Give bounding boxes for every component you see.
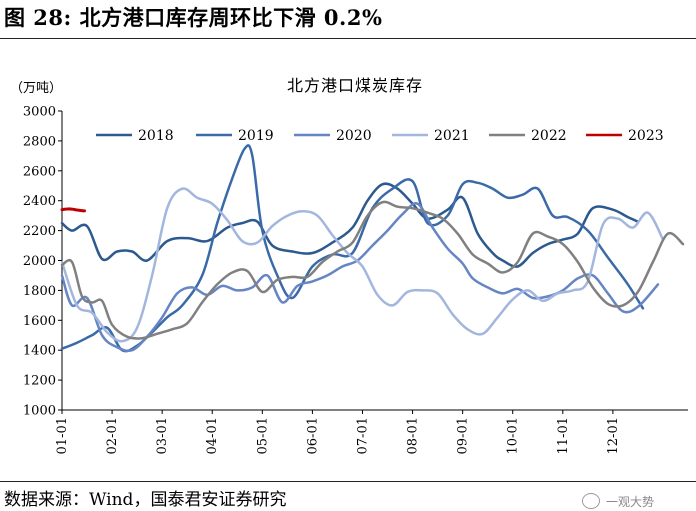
x-tick-label: 04-01 [205, 417, 220, 454]
legend-label-2019: 2019 [238, 128, 274, 144]
x-tick-label: 10-01 [506, 417, 521, 454]
x-tick-label: 01-01 [55, 417, 70, 454]
bottom-rule [0, 481, 696, 482]
x-tick-label: 08-01 [406, 417, 421, 454]
y-tick-label: 1400 [23, 344, 56, 359]
y-tick-label: 1600 [23, 314, 56, 329]
watermark-text: 一观大势 [606, 495, 655, 509]
coal-inventory-chart: 北方港口煤炭库存 （万吨） 1000 1200 1400 1600 1800 2000 22… [10, 76, 688, 454]
y-tick-label: 1000 [23, 404, 56, 419]
x-tick-label: 11-01 [556, 417, 571, 454]
legend-label-2020: 2020 [336, 128, 372, 144]
y-tick-label: 2800 [23, 134, 56, 149]
legend-label-2018: 2018 [138, 128, 174, 144]
x-tick-label: 05-01 [255, 417, 270, 454]
figure-caption: 北方港口库存周环比下滑 0.2% [79, 5, 383, 30]
source-note: 数据来源：Wind，国泰君安证券研究 [4, 490, 287, 510]
top-rule [0, 38, 696, 39]
y-tick-label: 2600 [23, 164, 56, 179]
x-tick-label: 02-01 [105, 417, 120, 454]
axes-group: 1000 1200 1400 1600 1800 2000 2200 2400 2600 2800… [23, 105, 688, 454]
y-tick-label: 2200 [23, 224, 56, 239]
series-line-2019 [60, 144, 645, 353]
legend-label-2021: 2021 [434, 128, 470, 144]
x-tick-label: 06-01 [305, 417, 320, 454]
y-tick-label: 2000 [23, 254, 56, 269]
series-line-2018 [60, 182, 640, 268]
y-tick-label: 2400 [23, 194, 56, 209]
y-tick-label: 1200 [23, 374, 56, 389]
legend-label-2023: 2023 [628, 128, 664, 144]
series-line-2021 [60, 187, 665, 343]
y-tick-label: 1800 [23, 284, 56, 299]
x-tick-label: 03-01 [155, 417, 170, 454]
x-tick-label: 07-01 [355, 417, 370, 454]
y-tick-label: 3000 [23, 105, 56, 120]
x-tick-label: 09-01 [456, 417, 471, 454]
figure-label: 图 28: [4, 5, 72, 30]
figure-title: 图 28: 北方港口库存周环比下滑 0.2% [4, 2, 382, 32]
y-unit-label: （万吨） [10, 81, 62, 96]
series-line-2023 [60, 207, 86, 213]
plot-area [60, 144, 685, 353]
legend-label-2022: 2022 [531, 128, 567, 144]
series-line-2022 [60, 200, 685, 340]
watermark: 一观大势 [582, 493, 654, 510]
chart-title: 北方港口煤炭库存 [287, 76, 423, 95]
legend: 2018 2019 2020 2021 2022 2023 [96, 128, 664, 144]
x-tick-label: 12-01 [606, 417, 621, 454]
wechat-icon [582, 493, 600, 509]
